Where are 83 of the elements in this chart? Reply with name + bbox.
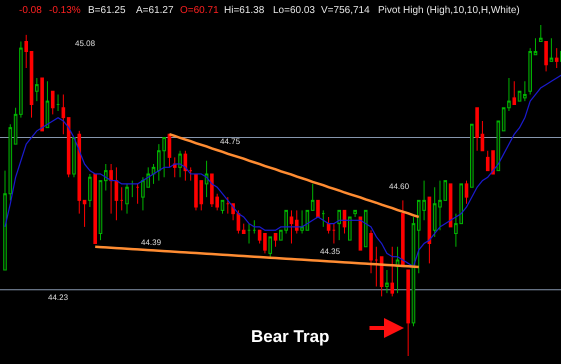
text: B=61.25 [88,5,126,16]
candlestick [136,183,140,204]
candlestick [56,94,60,112]
annotation: Bear Trap [251,327,330,346]
candlestick [550,38,554,62]
candlestick [72,137,76,178]
candlestick [210,173,214,208]
candlestick [470,124,474,188]
candlestick [316,200,320,218]
candlestick [274,233,278,248]
candlestick [252,220,256,234]
candlestick [496,120,500,172]
candlestick [385,269,389,294]
candlestick [353,210,357,218]
candlestick [125,183,129,214]
candlestick [284,210,288,234]
candlestick [448,183,452,228]
candlestick [35,77,39,102]
candlestick [82,200,86,228]
candlestick [374,246,378,287]
text: O=60.71 [180,5,220,16]
text: A=61.27 [136,5,174,16]
annotation: 44.23 [48,293,69,302]
candlestick [242,223,246,234]
candlestick [422,180,426,221]
candlestick [77,130,82,214]
candlestick [326,216,330,234]
candlestick [172,156,177,178]
text: -0.08 [19,5,42,16]
candlestick [204,160,208,198]
annotation: 44.60 [389,182,410,191]
candlestick [554,48,558,69]
candlestick [226,196,230,214]
text: Lo=60.03 [273,5,316,16]
candlestick [454,213,458,248]
annotation: 44.75 [220,137,241,146]
candlestick [114,166,118,221]
candlestick [332,223,336,244]
candlestick [66,117,70,178]
annotation: 44.35 [320,247,341,256]
text: Pivot High (High,10,10,H,White) [378,5,520,16]
candlestick [406,269,410,356]
candlestick [162,137,166,178]
candlestick [220,200,224,214]
annotation: 45.08 [75,39,96,48]
text: -0.13% [49,5,81,16]
candlestick [168,134,172,168]
candlestick [512,80,516,105]
candlestick [46,80,50,128]
candlestick [369,230,373,274]
candlestick [109,164,113,214]
candlestick [348,216,352,241]
text: V=756,714 [321,5,370,16]
candlestick [337,210,341,241]
candlestick [321,210,326,228]
candlestick [538,24,543,42]
candlestick [544,41,548,72]
candlestick [390,246,394,297]
candlestick [459,183,464,224]
candlestick [401,200,405,268]
candlestick [428,196,432,264]
candlestick [342,210,346,234]
candlestick [62,94,66,135]
candlestick [184,150,188,182]
candlestick [188,166,192,182]
candlestick [279,230,283,241]
candlestick [120,186,124,211]
candlestick [93,173,97,244]
candlestick [464,180,468,204]
candlestick [247,223,251,244]
candlestick [50,90,55,115]
candlestick [178,150,182,178]
candlestick [310,183,314,211]
candlestick [88,173,92,208]
candlestick [358,216,362,251]
candlestick [268,236,272,258]
candlestick [40,77,44,132]
candlestick [380,256,384,297]
candlestick [141,176,145,211]
annotation: 44.39 [141,238,162,247]
candlestick [364,210,368,248]
candlestick [215,193,219,211]
text: Hi=61.38 [224,5,265,16]
